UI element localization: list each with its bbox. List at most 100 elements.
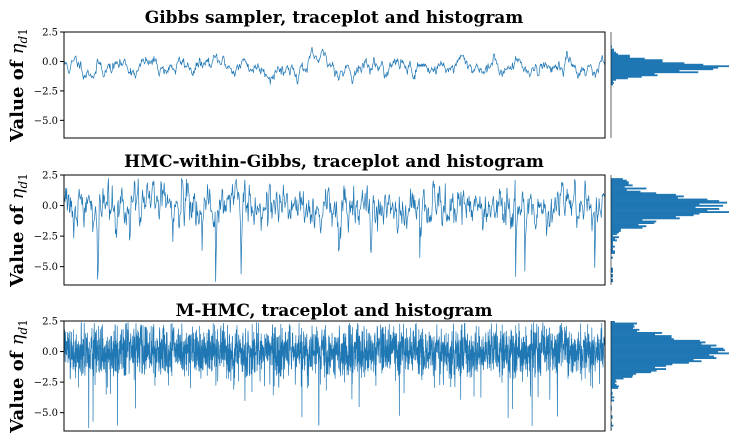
histogram [610, 175, 729, 285]
histogram-bar [611, 201, 728, 204]
y-tick-label: 0.0 [42, 347, 58, 358]
histogram-bar [611, 361, 689, 364]
histogram-bar [611, 65, 729, 68]
y-tick-label: −2.5 [34, 378, 58, 389]
chart-title: Gibbs sampler, traceplot and histogram [145, 8, 524, 28]
histogram-bar [611, 363, 673, 366]
y-tick-label: −5.0 [34, 262, 58, 273]
histogram-bar [611, 234, 613, 237]
histogram-bar [611, 222, 655, 225]
histogram-bar [611, 197, 678, 199]
histogram-bar [611, 382, 615, 385]
histogram-bar [611, 230, 621, 232]
histogram-bar [611, 62, 685, 65]
histogram-bar [611, 50, 614, 52]
histogram-bar [611, 343, 702, 345]
panel-gibbs: Gibbs sampler, traceplot and histogram V… [7, 8, 729, 143]
histogram-bar [611, 182, 629, 185]
histogram-bar [611, 68, 714, 71]
histogram-bar [611, 391, 613, 394]
y-tick-label: −2.5 [34, 86, 58, 97]
histogram-bar [611, 270, 613, 273]
histogram-bar [611, 377, 624, 380]
histogram-bar [611, 78, 616, 81]
histogram-bar [611, 383, 617, 386]
y-tick-label: −5.0 [34, 116, 58, 127]
histogram-bar [611, 225, 647, 228]
histogram-bar [611, 354, 710, 356]
histogram-bar [611, 71, 699, 74]
y-tick-label: −2.5 [34, 232, 58, 243]
histogram-bar [611, 206, 696, 209]
histogram-bar [611, 328, 640, 331]
y-tick-label: 0.0 [42, 57, 58, 68]
panel-hmc-within-gibbs: HMC-within-Gibbs, traceplot and histogra… [7, 152, 729, 288]
trace-line [64, 322, 605, 429]
y-axis-label: Value of ηd1 [7, 28, 30, 143]
histogram-bar [611, 178, 623, 181]
histogram-bar [611, 212, 700, 215]
histogram-bar [611, 179, 627, 182]
histogram-bar [611, 66, 719, 69]
histogram-bar [611, 248, 613, 251]
histogram-bar [611, 256, 613, 259]
histogram-bar [611, 69, 680, 72]
histogram-bar [611, 250, 615, 253]
histogram-bar [611, 193, 676, 196]
histogram [610, 32, 729, 138]
histogram-bar [611, 242, 613, 245]
panel-m-hmc: M-HMC, traceplot and histogram Value of … [7, 301, 729, 434]
histogram [610, 321, 729, 431]
histogram-bar [611, 195, 684, 198]
histogram-bar [611, 189, 627, 192]
histogram-bar [611, 325, 635, 328]
histogram-bar [611, 226, 643, 229]
histogram-bar [611, 338, 674, 341]
histogram-bar [611, 387, 619, 389]
histogram-bar [611, 333, 656, 336]
histogram-bar [611, 81, 614, 84]
y-ticks: 2.5 0.0 −2.5 −5.0 [34, 317, 64, 419]
plot-frame [63, 320, 606, 432]
histogram-bar [611, 83, 613, 86]
histogram-bar [611, 407, 612, 410]
histogram-bar [611, 336, 672, 339]
histogram-bar [611, 244, 613, 247]
histogram-bar [611, 371, 652, 374]
histogram-bar [611, 327, 634, 330]
histogram-bar [611, 80, 613, 83]
histogram-bar [611, 54, 630, 57]
y-ticks: 2.5 0.0 −2.5 −5.0 [34, 171, 64, 273]
histogram-bar [611, 60, 663, 63]
histogram-bar [611, 252, 615, 254]
histogram-bar [611, 355, 715, 358]
histogram-bar [611, 181, 629, 184]
histogram-bar [611, 75, 642, 78]
histogram-bar [611, 379, 616, 382]
histogram-bar [611, 421, 612, 424]
histogram-bar [611, 228, 621, 231]
histogram-bar [611, 390, 612, 393]
histogram-bar [611, 332, 663, 334]
histogram-bar [611, 215, 676, 218]
histogram-bar [611, 324, 634, 327]
histogram-bar [611, 399, 615, 402]
histogram-bar [611, 51, 616, 54]
histogram-bar [611, 245, 615, 248]
histogram-bar [611, 203, 700, 206]
plot-frame [63, 174, 606, 286]
histogram-bar [611, 350, 718, 353]
trace-line [64, 47, 605, 85]
histogram-bar [611, 211, 729, 214]
histogram-bar [611, 184, 633, 187]
y-tick-label: 2.5 [42, 28, 58, 39]
histogram-bar [611, 233, 617, 236]
histogram-bar [611, 241, 613, 243]
y-tick-label: 2.5 [42, 171, 58, 182]
histogram-bar [611, 45, 612, 48]
histogram-bar [611, 220, 657, 223]
histogram-bar [611, 349, 726, 352]
histogram-bar [611, 366, 656, 369]
histogram-bar [611, 358, 694, 361]
